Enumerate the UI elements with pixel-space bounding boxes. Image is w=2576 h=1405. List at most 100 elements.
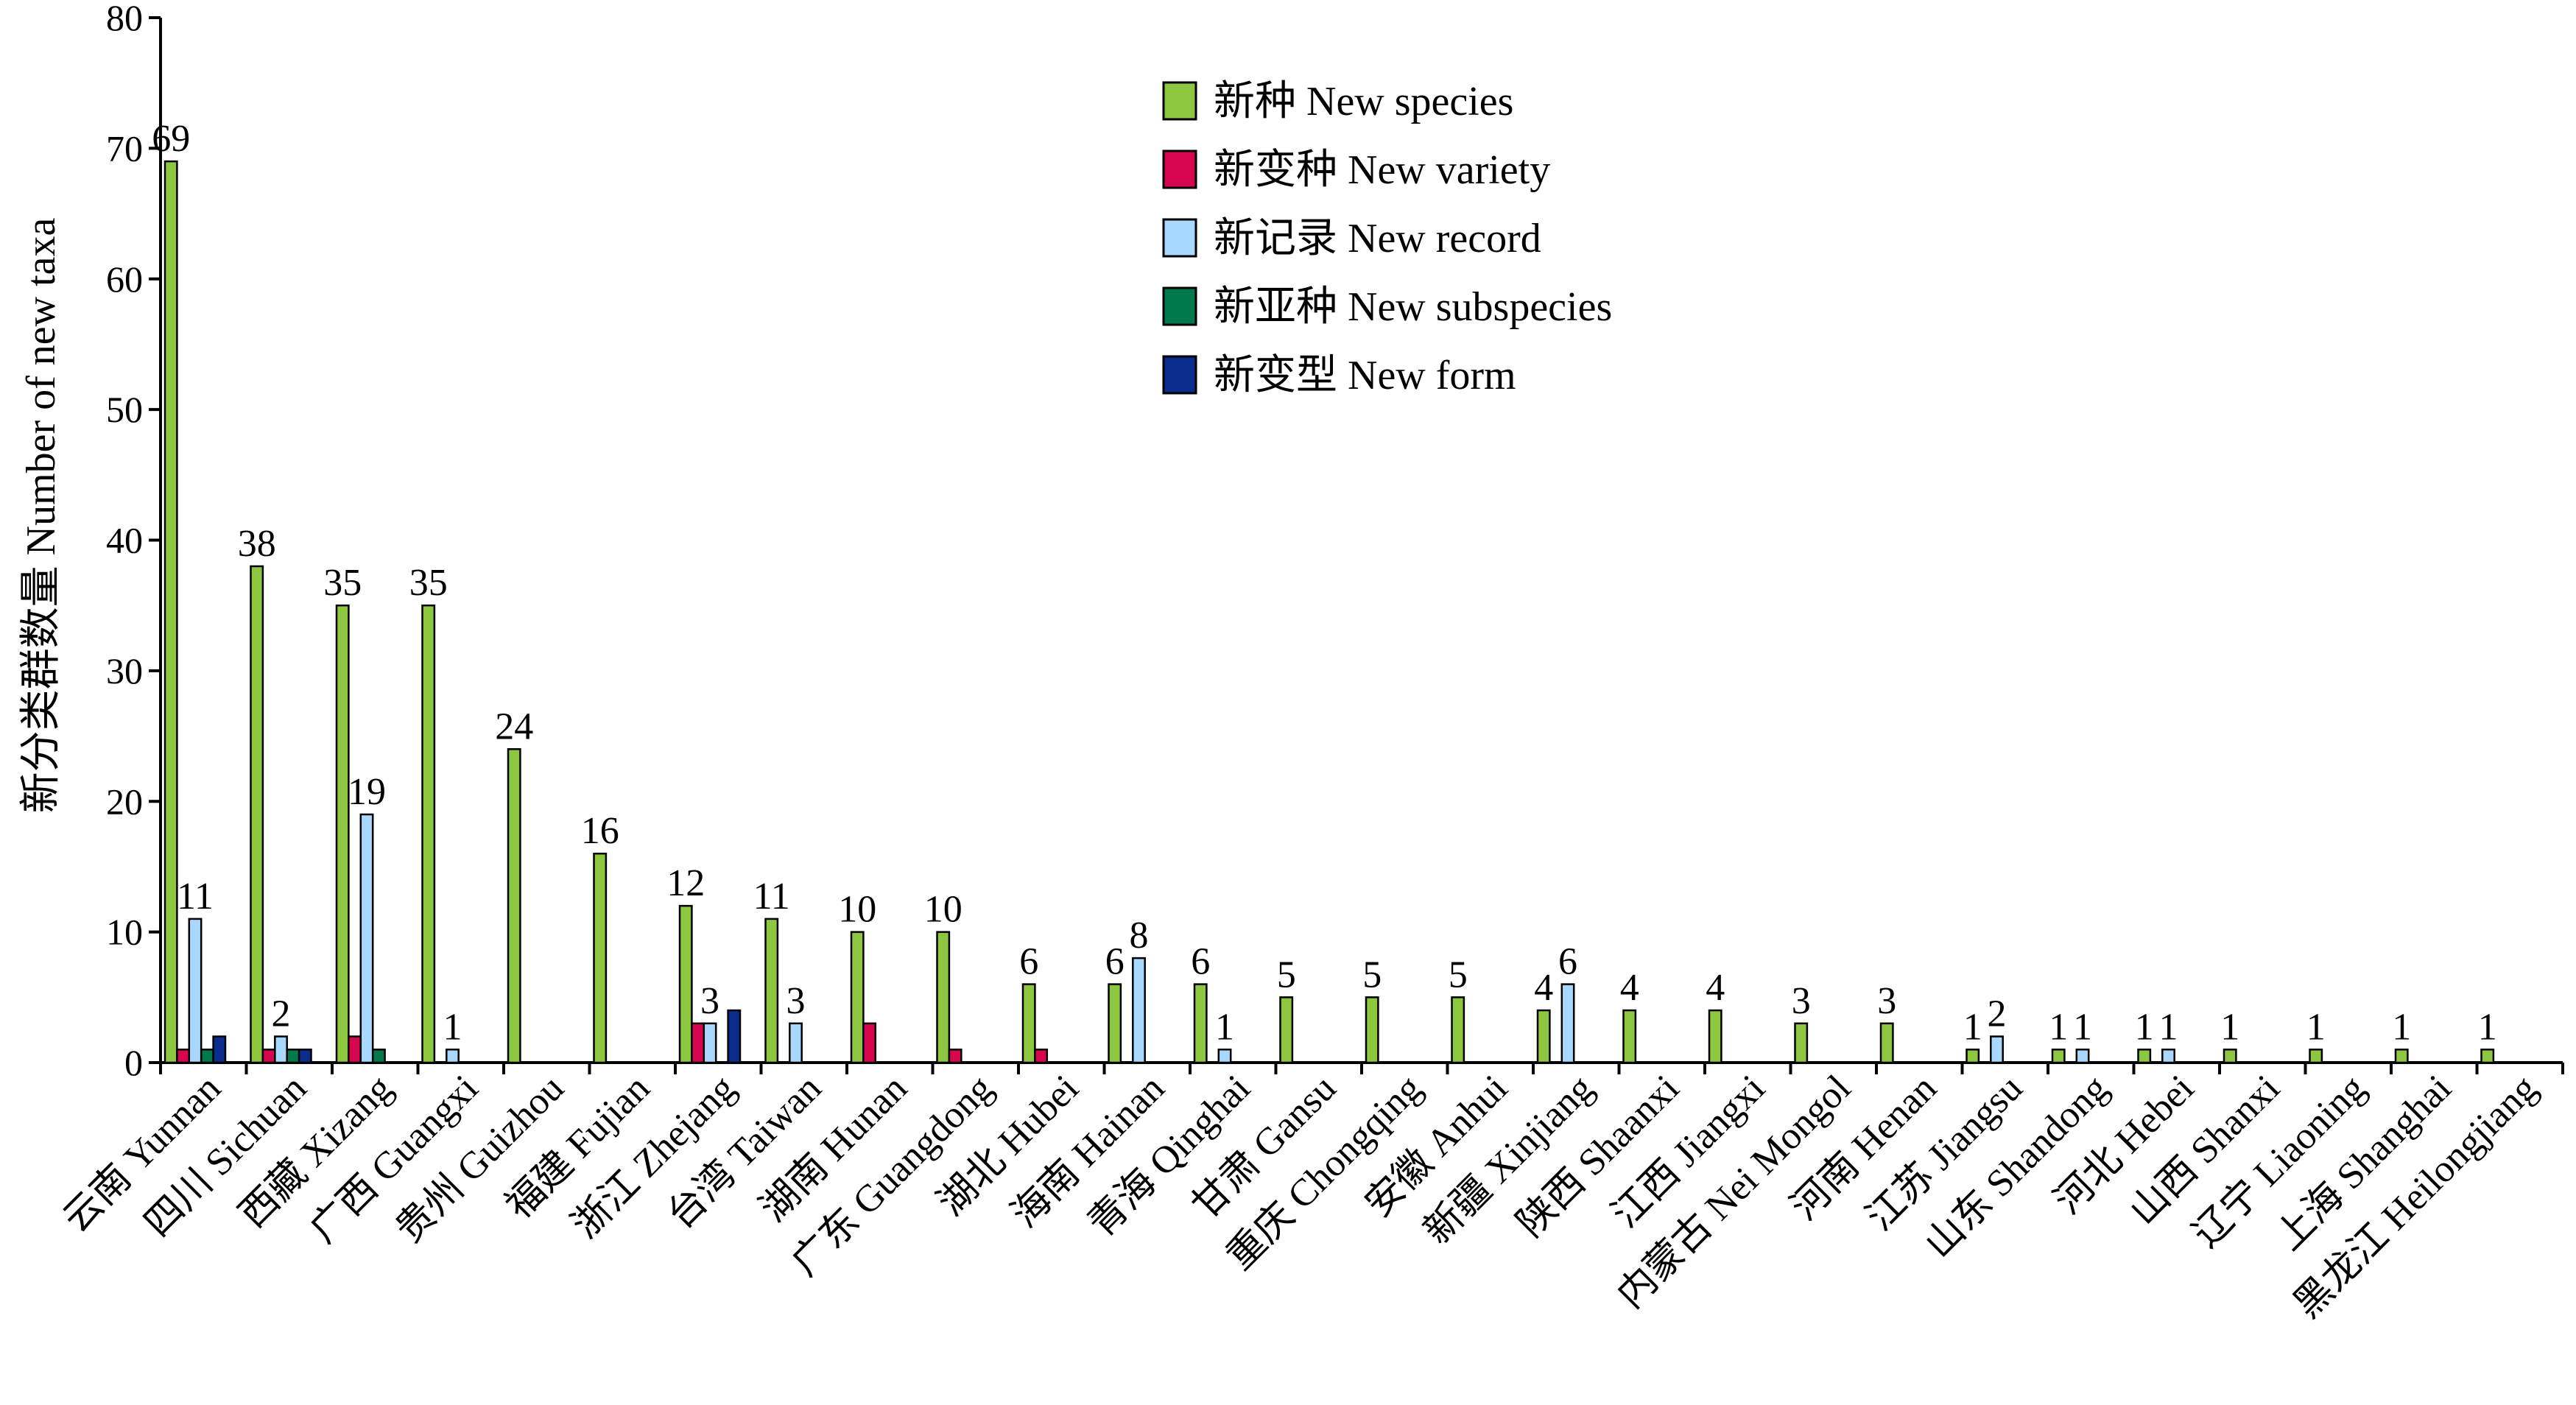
bar: [1365, 996, 1379, 1064]
bar: [348, 1035, 362, 1064]
y-tick-label: 60: [106, 258, 143, 300]
bar: [250, 565, 264, 1064]
data-label: 11: [177, 876, 214, 918]
data-label: 16: [581, 810, 619, 852]
data-label: 1: [2135, 1006, 2154, 1048]
bar: [1536, 1009, 1551, 1064]
data-label: 3: [786, 980, 806, 1022]
bar: [2394, 1049, 2409, 1064]
bar: [948, 1049, 963, 1064]
data-label: 5: [1277, 954, 1296, 996]
data-label: 1: [443, 1006, 462, 1048]
bar: [2480, 1049, 2495, 1064]
bar: [1193, 983, 1208, 1064]
bar: [371, 1049, 386, 1064]
bar: [1708, 1009, 1722, 1064]
legend: 新种 New species 新变种 New variety 新记录 New rec…: [1162, 79, 1612, 398]
bar: [359, 813, 374, 1064]
data-label: 24: [495, 705, 533, 747]
y-tick-label: 20: [106, 781, 143, 822]
data-label: 69: [152, 118, 190, 160]
axes-group: 0 10 20 30 40 50 60 70 80: [106, 0, 2564, 1083]
data-label: 3: [1877, 980, 1896, 1022]
bar: [1132, 957, 1146, 1064]
bar: [421, 604, 436, 1064]
bar: [2161, 1049, 2175, 1064]
data-label: 1: [2478, 1006, 2497, 1048]
data-label: 1: [2220, 1006, 2239, 1048]
data-label: 1: [2159, 1006, 2178, 1048]
data-label: 19: [348, 771, 386, 813]
bar: [200, 1049, 214, 1064]
legend-label: 新变型 New form: [1214, 353, 1516, 398]
data-label: 1: [2392, 1006, 2411, 1048]
bar: [703, 1022, 717, 1064]
bar: [678, 904, 693, 1064]
bar: [764, 918, 779, 1064]
bar: [2137, 1049, 2152, 1064]
bar: [2309, 1049, 2323, 1064]
bar: [1990, 1035, 2004, 1064]
data-label: 6: [1191, 941, 1210, 983]
y-tick-label: 30: [106, 650, 143, 691]
bar: [335, 604, 350, 1064]
bar: [2223, 1049, 2237, 1064]
y-tick-label: 0: [124, 1042, 143, 1083]
data-label: 6: [1019, 941, 1038, 983]
legend-label: 新变种 New variety: [1214, 147, 1550, 193]
y-tick-label: 10: [106, 912, 143, 953]
data-label: 1: [1963, 1006, 1982, 1048]
data-label: 38: [238, 523, 276, 565]
y-tick-label: 80: [106, 0, 143, 38]
legend-label: 新种 New species: [1214, 79, 1513, 124]
bar: [1794, 1022, 1809, 1064]
data-label: 2: [1988, 993, 2007, 1035]
bar: [163, 160, 178, 1064]
data-label: 5: [1362, 954, 1382, 996]
data-label: 3: [700, 980, 719, 1022]
data-label: 1: [2049, 1006, 2068, 1048]
legend-swatch: [1162, 355, 1197, 395]
y-tick-label: 50: [106, 389, 143, 430]
bar: [1879, 1022, 1894, 1064]
bar: [298, 1049, 312, 1064]
bar: [727, 1009, 742, 1064]
bar: [1217, 1049, 1232, 1064]
bar: [936, 931, 951, 1064]
data-label: 12: [666, 862, 705, 904]
data-label: 6: [1105, 941, 1125, 983]
bar: [212, 1035, 227, 1064]
bar: [261, 1049, 276, 1064]
data-label: 3: [1792, 980, 1811, 1022]
bar: [188, 918, 203, 1064]
legend-swatch: [1162, 81, 1197, 121]
bar: [274, 1035, 288, 1064]
bar: [1034, 1049, 1049, 1064]
bar: [789, 1022, 803, 1064]
data-label: 35: [409, 562, 448, 604]
data-label: 4: [1620, 967, 1639, 1009]
legend-swatch: [1162, 149, 1197, 189]
bar: [2051, 1049, 2066, 1064]
data-label: 8: [1130, 915, 1149, 957]
bar: [1451, 996, 1465, 1064]
bar: [862, 1022, 877, 1064]
bars-group: [163, 160, 2495, 1064]
legend-label: 新记录 New record: [1214, 216, 1541, 261]
bar: [1021, 983, 1036, 1064]
bar: [1279, 996, 1294, 1064]
bar: [1108, 983, 1122, 1064]
data-label: 1: [1215, 1006, 1234, 1048]
data-label: 35: [323, 562, 362, 604]
y-tick-label: 40: [106, 520, 143, 561]
bar: [1560, 983, 1575, 1064]
data-label: 5: [1449, 954, 1468, 996]
bar: [2075, 1049, 2090, 1064]
data-label: 2: [272, 993, 291, 1035]
legend-swatch: [1162, 218, 1197, 258]
data-label: 10: [924, 889, 963, 931]
